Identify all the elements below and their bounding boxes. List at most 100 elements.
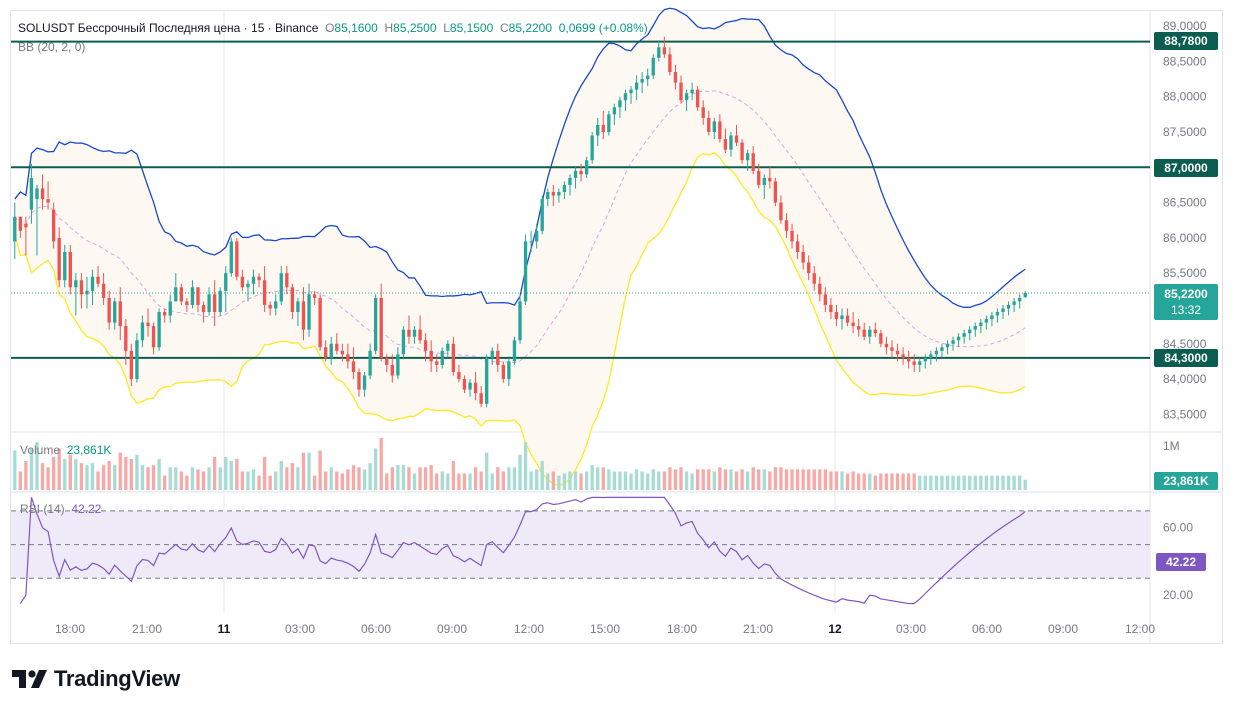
volume-bar — [151, 465, 156, 490]
candle-body — [246, 283, 250, 288]
volume-bar — [596, 467, 600, 490]
candle-body — [862, 329, 866, 337]
volume-bar — [1006, 475, 1011, 490]
volume-bar — [13, 450, 17, 490]
candle-body — [801, 252, 805, 263]
candle-body — [79, 280, 84, 295]
candle-body — [446, 343, 450, 351]
volume-bar — [912, 473, 916, 490]
volume-bar — [773, 467, 778, 490]
candle-body — [979, 322, 983, 327]
candle-body — [646, 75, 650, 80]
rsi-pane — [11, 496, 1150, 605]
volume-bar — [479, 471, 483, 490]
volume-bar — [768, 471, 772, 490]
volume-bar — [229, 461, 233, 490]
volume-bar — [657, 471, 661, 490]
volume-bar — [1018, 475, 1022, 490]
candle-body — [324, 347, 328, 358]
volume-bar — [751, 467, 755, 490]
volume-bar — [879, 473, 883, 490]
candle-body — [995, 312, 1000, 316]
tradingview-logo[interactable]: TradingView — [12, 666, 180, 692]
volume-bar — [423, 467, 428, 490]
candle-body — [906, 357, 911, 362]
volume-bar — [29, 448, 34, 490]
candle-body — [923, 357, 927, 362]
candle-body — [190, 287, 195, 305]
volume-bar — [96, 471, 100, 490]
volume-bar — [923, 475, 927, 490]
volume-bar — [329, 467, 333, 490]
volume-bar — [368, 463, 372, 490]
candle-body — [757, 170, 761, 185]
candle-body — [968, 329, 972, 334]
volume-bar — [618, 471, 622, 490]
volume-bar — [251, 469, 256, 490]
candle-body — [951, 340, 955, 344]
volume-bar — [701, 469, 705, 490]
candle-body — [956, 336, 961, 341]
volume-bar — [246, 471, 250, 490]
volume-bar — [984, 475, 989, 490]
candle-body — [501, 364, 506, 380]
symbol-label[interactable]: SOLUSDT Бессрочный Последняя цена · 15 ·… — [18, 21, 319, 35]
price-tick-label: 86,5000 — [1163, 196, 1207, 210]
candle-body — [845, 315, 850, 323]
volume-bar — [107, 461, 111, 490]
volume-bar — [590, 465, 594, 490]
volume-bar — [918, 475, 922, 490]
volume-bars — [13, 438, 1027, 490]
volume-bar — [340, 473, 345, 490]
volume-bar — [101, 465, 106, 490]
volume-bar — [157, 458, 161, 490]
volume-legend[interactable]: Volume 23,861K — [20, 443, 111, 457]
candle-body — [146, 322, 150, 327]
candle-body — [262, 280, 267, 305]
volume-bar — [707, 469, 711, 490]
rsi-legend[interactable]: RSI (14) 42.22 — [20, 502, 101, 516]
candle-body — [423, 340, 428, 351]
candle-body — [873, 329, 877, 334]
candle-body — [707, 117, 711, 132]
candle-body — [596, 124, 600, 136]
volume-bar — [857, 473, 861, 490]
candle-body — [390, 364, 394, 376]
volume-bar — [290, 463, 295, 490]
candle-body — [651, 57, 655, 76]
volume-bar — [262, 456, 267, 490]
candle-body — [579, 170, 583, 175]
horizontal-levels — [11, 40, 1150, 359]
bb-legend[interactable]: BB (20, 2, 0) — [18, 40, 86, 54]
volume-bar — [790, 469, 794, 490]
candle-body — [623, 93, 628, 101]
volume-bar — [335, 471, 339, 490]
candle-body — [984, 319, 989, 323]
volume-bar — [956, 475, 961, 490]
volume-bar — [307, 452, 311, 490]
volume-bar — [584, 471, 589, 490]
volume-bar — [124, 456, 128, 490]
volume-bar — [734, 471, 739, 490]
volume-bar — [862, 473, 866, 490]
volume-bar — [79, 463, 84, 490]
volume-bar — [473, 467, 478, 490]
volume-bar — [324, 471, 328, 490]
candle-body — [429, 350, 433, 362]
candle-body — [185, 301, 189, 305]
candle-body — [523, 241, 528, 302]
candle-body — [795, 241, 800, 252]
candle-body — [490, 350, 494, 358]
volume-bar — [279, 461, 283, 490]
volume-bar — [840, 471, 844, 490]
candle-body — [24, 223, 28, 228]
candle-body — [179, 287, 183, 302]
candle-body — [468, 382, 472, 390]
candle-body — [940, 347, 944, 351]
volume-bar — [795, 469, 800, 490]
candle-body — [834, 312, 839, 320]
volume-bar — [818, 469, 822, 490]
bb-fill — [14, 8, 1026, 486]
candle-body — [312, 294, 317, 298]
